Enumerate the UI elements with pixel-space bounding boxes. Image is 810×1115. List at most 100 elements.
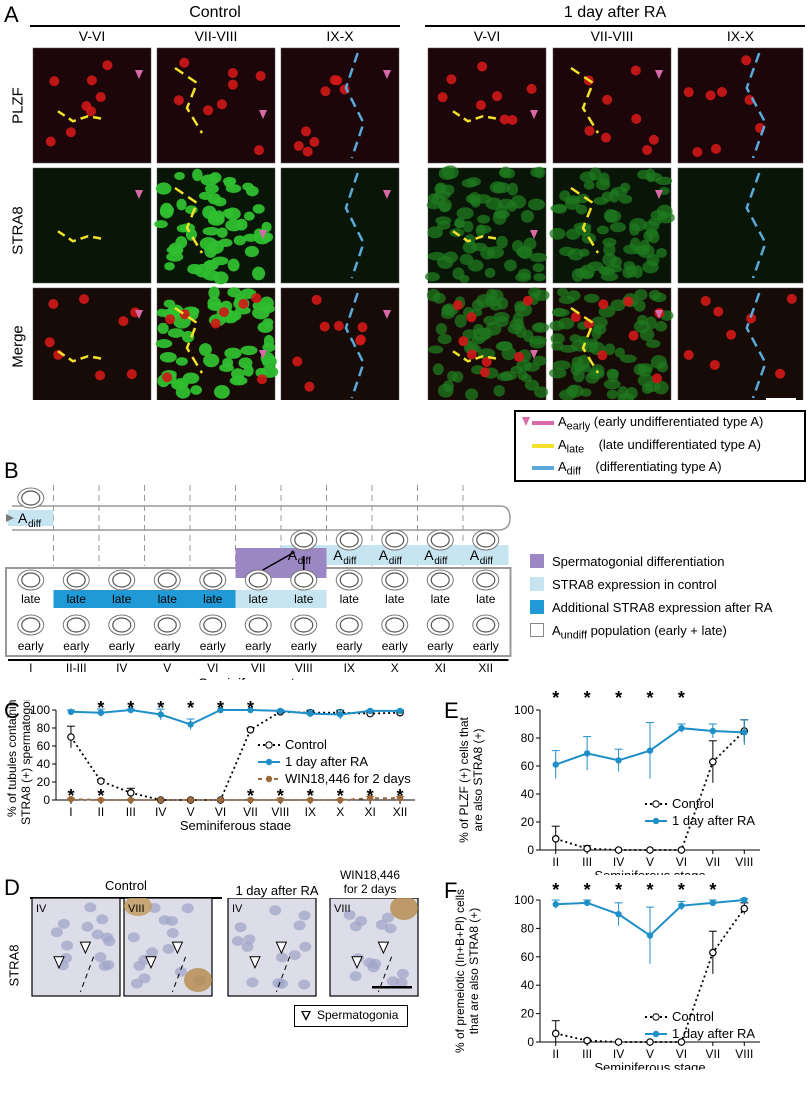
red-cell: [311, 294, 322, 305]
alate-line: [570, 186, 600, 254]
late-label: late: [249, 592, 269, 606]
green-cell: [580, 363, 592, 373]
data-point: [583, 1036, 591, 1045]
green-cell: [598, 172, 610, 186]
data-point: [583, 899, 591, 907]
red-cell: [292, 356, 303, 367]
green-cell: [437, 333, 452, 345]
stage-label: XII: [478, 661, 493, 675]
data-point: [67, 708, 75, 715]
green-cell: [260, 304, 275, 314]
legend-text: Additional STRA8 expression after RA: [552, 600, 773, 615]
early-label: early: [245, 639, 271, 653]
data-point: [677, 1038, 686, 1046]
cycle-loop: [12, 505, 511, 531]
green-cell: [454, 219, 465, 229]
red-cell: [477, 61, 488, 72]
early-label: early: [154, 639, 180, 653]
late-cell-nucleus: [112, 572, 132, 588]
nucleus: [275, 978, 288, 989]
data-point: [307, 796, 314, 804]
basement-line: [79, 956, 95, 993]
green-cell: [475, 294, 494, 308]
green-cell: [606, 368, 619, 379]
adiff-sub: diff: [480, 556, 493, 567]
early-label: early: [427, 639, 453, 653]
legend-label: 1 day after RA: [672, 1026, 755, 1041]
red-cell: [339, 84, 350, 95]
green-cell: [462, 329, 478, 340]
green-cell: [232, 374, 244, 385]
red-cell: [716, 86, 727, 97]
micrograph-tile: [677, 167, 804, 284]
data-point: [615, 911, 622, 918]
green-cell: [601, 191, 614, 202]
red-cell: [631, 113, 642, 124]
triangle-icon: [530, 230, 538, 239]
legend-label: Control: [672, 796, 714, 811]
basement-line: [171, 956, 187, 993]
red-cell: [683, 349, 694, 360]
nucleus: [386, 976, 399, 987]
y-tick-label: 100: [30, 703, 50, 717]
red-cell: [648, 134, 659, 145]
data-point: [127, 796, 134, 804]
red-cell: [584, 125, 595, 136]
x-axis-label: Seminiferous stage: [594, 1060, 705, 1070]
red-cell: [683, 87, 694, 98]
green-cell: [603, 379, 621, 390]
alate-line: [570, 66, 600, 134]
red-cell: [118, 316, 129, 327]
green-cell: [155, 338, 173, 349]
green-cell: [532, 263, 545, 273]
early-cell-nucleus: [248, 617, 268, 633]
col-label: IX-X: [726, 28, 755, 44]
red-cell: [319, 321, 330, 332]
data-point: [709, 899, 717, 907]
x-tick-label: VII: [706, 855, 721, 869]
data-point: [337, 796, 344, 804]
d-legend-text: Spermatogonia: [317, 1008, 399, 1022]
red-cell: [126, 369, 137, 380]
data-point: [709, 727, 717, 735]
y-tick-label: 60: [521, 950, 535, 964]
green-cell: [653, 380, 669, 395]
y-tick-label: 0: [527, 843, 534, 857]
green-cell: [484, 267, 496, 278]
green-cell: [648, 230, 660, 244]
col-label: V-VI: [473, 28, 501, 44]
adiff-cell-nucleus: [430, 532, 450, 548]
significance-star: *: [646, 880, 653, 900]
green-cell: [618, 194, 633, 204]
green-cell: [167, 328, 185, 338]
legend-marker: [265, 775, 273, 783]
x-axis-label: Seminiferous stage: [594, 868, 705, 875]
stage-label: IV: [232, 903, 243, 915]
green-cell: [637, 244, 655, 258]
series-line: [70, 710, 401, 801]
red-cell: [602, 94, 613, 105]
significance-star: *: [646, 690, 653, 708]
significance-star: *: [157, 700, 164, 718]
red-cell: [700, 295, 711, 306]
green-cell: [529, 252, 547, 263]
spermatogonia-arrowhead: [171, 941, 184, 955]
x-tick-label: VI: [215, 805, 226, 819]
green-cell: [497, 297, 509, 310]
legend-swatch: [530, 623, 544, 637]
green-cell: [185, 205, 198, 215]
red-cell: [304, 381, 315, 392]
data-point: [614, 1038, 623, 1046]
nucleus: [231, 936, 244, 947]
red-cell: [499, 114, 510, 125]
significance-star: *: [552, 690, 559, 708]
significance-star: *: [615, 880, 622, 900]
green-cell: [452, 371, 464, 383]
red-cell: [333, 320, 344, 331]
scale-bar: [372, 986, 412, 989]
green-cell: [517, 370, 528, 381]
red-cell: [227, 68, 238, 79]
green-cell: [428, 345, 444, 354]
red-cell: [301, 126, 312, 137]
data-point: [552, 761, 559, 768]
